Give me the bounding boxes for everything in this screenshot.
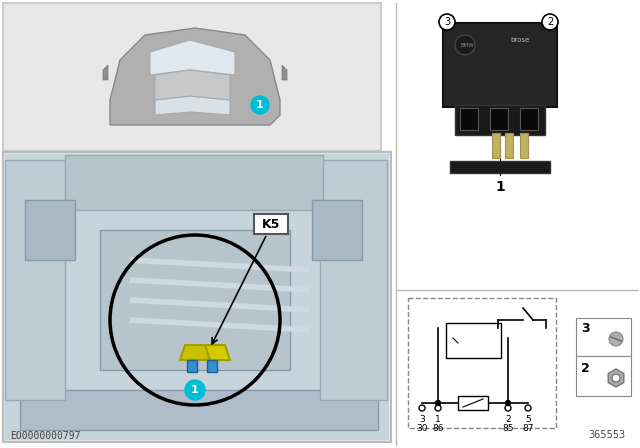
Polygon shape: [608, 369, 624, 387]
Circle shape: [455, 35, 475, 55]
Bar: [3, 3, 381, 151]
Text: 3: 3: [444, 17, 450, 27]
Text: 365553: 365553: [588, 430, 625, 440]
Bar: [320, 160, 387, 400]
Polygon shape: [180, 345, 210, 360]
Polygon shape: [103, 65, 108, 80]
Circle shape: [542, 14, 558, 30]
FancyBboxPatch shape: [254, 214, 288, 234]
Circle shape: [251, 96, 269, 114]
Polygon shape: [150, 40, 235, 75]
Text: 1: 1: [256, 100, 264, 110]
Text: 3: 3: [581, 322, 589, 335]
Bar: [3, 152, 391, 442]
Bar: [460, 108, 478, 130]
Text: 87: 87: [522, 424, 534, 433]
Text: brose: brose: [510, 37, 530, 43]
Circle shape: [506, 401, 511, 405]
Text: 85: 85: [502, 424, 514, 433]
Circle shape: [185, 380, 205, 400]
Bar: [458, 396, 488, 410]
Polygon shape: [282, 65, 287, 80]
Circle shape: [419, 405, 425, 411]
Bar: [25, 200, 75, 260]
Text: 1: 1: [435, 415, 441, 424]
Text: 1: 1: [191, 385, 199, 395]
Bar: [5, 160, 65, 400]
Text: 2: 2: [505, 415, 511, 424]
Polygon shape: [155, 96, 230, 115]
Circle shape: [505, 405, 511, 411]
Bar: [492, 133, 500, 158]
Bar: [207, 360, 217, 372]
Bar: [100, 230, 290, 370]
Text: 3: 3: [419, 415, 425, 424]
Text: 86: 86: [432, 424, 444, 433]
Bar: [455, 105, 545, 135]
Text: 5: 5: [525, 415, 531, 424]
Circle shape: [612, 374, 620, 382]
Text: 30: 30: [416, 424, 428, 433]
Polygon shape: [155, 70, 230, 100]
Bar: [65, 155, 323, 210]
Text: BMW: BMW: [460, 43, 474, 47]
Bar: [187, 360, 197, 372]
Bar: [490, 108, 508, 130]
Bar: [446, 323, 501, 358]
Bar: [5, 154, 389, 440]
Text: EO0000000797: EO0000000797: [10, 431, 81, 441]
Bar: [312, 200, 362, 260]
Text: 2: 2: [547, 17, 553, 27]
FancyBboxPatch shape: [443, 23, 557, 107]
Bar: [505, 133, 513, 158]
Circle shape: [525, 405, 531, 411]
Circle shape: [439, 14, 455, 30]
Bar: [576, 318, 631, 356]
Polygon shape: [110, 28, 280, 125]
Text: 2: 2: [581, 362, 589, 375]
Bar: [520, 133, 528, 158]
Polygon shape: [205, 345, 230, 360]
Text: K5: K5: [262, 217, 280, 231]
Bar: [20, 390, 378, 430]
Bar: [576, 356, 631, 396]
Circle shape: [609, 332, 623, 346]
Bar: [408, 298, 556, 428]
Text: 1: 1: [495, 180, 505, 194]
Bar: [520, 108, 538, 130]
Bar: [450, 161, 550, 173]
Circle shape: [435, 401, 440, 405]
Circle shape: [435, 405, 441, 411]
